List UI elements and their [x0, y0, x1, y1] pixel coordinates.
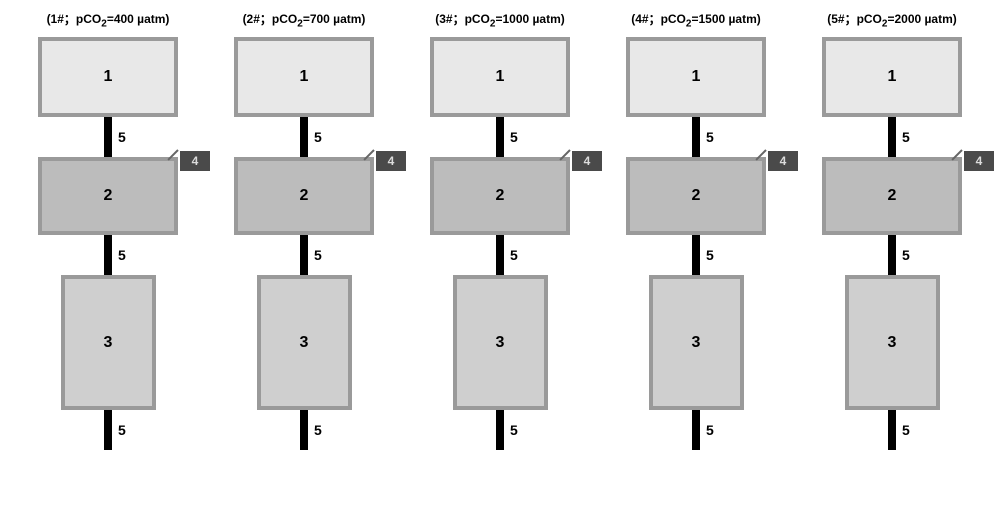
pipe: 5 — [888, 410, 896, 450]
pipe-label: 5 — [902, 129, 910, 145]
box-3: 3 — [649, 275, 744, 410]
box-2-wrap: 24 — [234, 157, 374, 235]
column-header: (5#；pCO2=2000 µatm) — [827, 10, 957, 29]
column-3: (3#；pCO2=1000 µatm)1524535 — [410, 10, 590, 450]
tag-4: 4 — [376, 151, 406, 171]
pipe-label: 5 — [510, 247, 518, 263]
pipe: 5 — [692, 235, 700, 275]
pipe: 5 — [104, 117, 112, 157]
box-1: 1 — [234, 37, 374, 117]
tag-4: 4 — [768, 151, 798, 171]
box-2-wrap: 24 — [822, 157, 962, 235]
box-1: 1 — [822, 37, 962, 117]
pipe: 5 — [692, 117, 700, 157]
column-header: (4#；pCO2=1500 µatm) — [631, 10, 761, 29]
pipe: 5 — [104, 235, 112, 275]
pipe: 5 — [888, 117, 896, 157]
box-2: 2 — [822, 157, 962, 235]
box-2-wrap: 24 — [38, 157, 178, 235]
column-1: (1#；pCO2=400 µatm)1524535 — [18, 10, 198, 450]
subscript: 2 — [882, 18, 888, 29]
column-header: (3#；pCO2=1000 µatm) — [435, 10, 565, 29]
pipe: 5 — [496, 235, 504, 275]
pipe-label: 5 — [706, 129, 714, 145]
subscript: 2 — [101, 18, 107, 29]
box-1: 1 — [626, 37, 766, 117]
tag-4: 4 — [964, 151, 994, 171]
box-2-wrap: 24 — [430, 157, 570, 235]
box-2: 2 — [626, 157, 766, 235]
pipe: 5 — [692, 410, 700, 450]
column-4: (4#；pCO2=1500 µatm)1524535 — [606, 10, 786, 450]
pipe-label: 5 — [706, 247, 714, 263]
box-3: 3 — [453, 275, 548, 410]
pipe: 5 — [104, 410, 112, 450]
pipe-label: 5 — [510, 422, 518, 438]
box-3: 3 — [845, 275, 940, 410]
pipe-label: 5 — [118, 422, 126, 438]
pipe: 5 — [496, 117, 504, 157]
column-header: (2#；pCO2=700 µatm) — [243, 10, 366, 29]
tag-4: 4 — [180, 151, 210, 171]
pipe: 5 — [300, 117, 308, 157]
pipe-label: 5 — [118, 129, 126, 145]
pipe: 5 — [300, 235, 308, 275]
pipe-label: 5 — [902, 247, 910, 263]
column-2: (2#；pCO2=700 µatm)1524535 — [214, 10, 394, 450]
pipe: 5 — [300, 410, 308, 450]
column-5: (5#；pCO2=2000 µatm)1524535 — [802, 10, 982, 450]
box-3: 3 — [61, 275, 156, 410]
subscript: 2 — [297, 18, 303, 29]
box-2: 2 — [38, 157, 178, 235]
pipe: 5 — [888, 235, 896, 275]
subscript: 2 — [686, 18, 692, 29]
pipe: 5 — [496, 410, 504, 450]
pipe-label: 5 — [510, 129, 518, 145]
box-2-wrap: 24 — [626, 157, 766, 235]
column-header: (1#；pCO2=400 µatm) — [47, 10, 170, 29]
pipe-label: 5 — [314, 247, 322, 263]
pipe-label: 5 — [118, 247, 126, 263]
box-1: 1 — [38, 37, 178, 117]
subscript: 2 — [490, 18, 496, 29]
box-1: 1 — [430, 37, 570, 117]
pipe-label: 5 — [902, 422, 910, 438]
box-3: 3 — [257, 275, 352, 410]
diagram-container: (1#；pCO2=400 µatm)1524535(2#；pCO2=700 µa… — [10, 10, 990, 450]
pipe-label: 5 — [314, 422, 322, 438]
pipe-label: 5 — [706, 422, 714, 438]
box-2: 2 — [234, 157, 374, 235]
box-2: 2 — [430, 157, 570, 235]
tag-4: 4 — [572, 151, 602, 171]
pipe-label: 5 — [314, 129, 322, 145]
